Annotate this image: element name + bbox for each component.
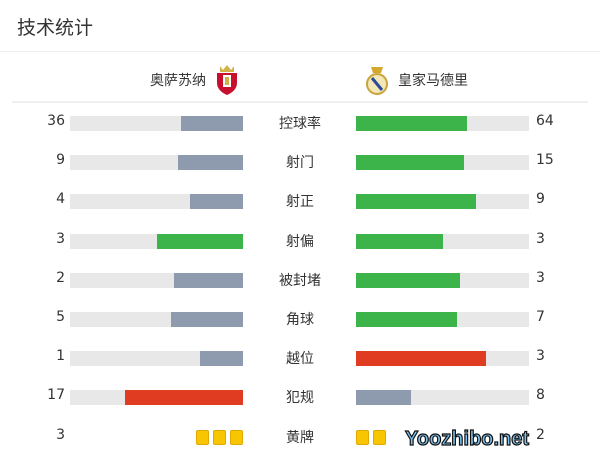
stat-label: 黄牌 xyxy=(286,430,314,446)
stat-row: 5 角球 7 xyxy=(0,309,600,329)
home-bar xyxy=(70,390,243,406)
home-yellow-cards xyxy=(192,430,243,445)
home-value: 2 xyxy=(56,269,65,286)
home-bar xyxy=(70,312,243,327)
away-bar xyxy=(356,194,529,210)
stat-label: 犯规 xyxy=(286,390,314,407)
away-bar xyxy=(356,233,529,249)
away-bar-fill xyxy=(356,155,465,171)
home-bar-fill xyxy=(173,272,243,288)
yellow-card-icon xyxy=(196,430,209,445)
away-bar xyxy=(356,390,529,406)
home-bar xyxy=(70,116,243,131)
stat-row: 3 射偏 3 xyxy=(0,231,600,251)
stat-label: 射正 xyxy=(286,194,314,211)
home-value: 3 xyxy=(56,427,65,443)
home-bar-fill xyxy=(199,351,243,367)
stat-row-yellow-cards: 3 黄牌 2 xyxy=(0,427,600,447)
yellow-card-icon xyxy=(373,430,386,445)
away-team-name: 皇家马德里 xyxy=(398,73,468,89)
yellow-card-icon xyxy=(230,430,243,445)
away-yellow-cards xyxy=(352,430,386,445)
home-value: 36 xyxy=(47,113,65,129)
away-bar-fill xyxy=(356,351,486,367)
home-value: 1 xyxy=(56,348,65,365)
yellow-card-icon xyxy=(356,430,369,445)
home-bar-fill xyxy=(178,155,243,171)
divider xyxy=(12,101,588,103)
away-bar xyxy=(356,116,529,131)
divider xyxy=(0,51,600,52)
away-value: 9 xyxy=(536,191,545,208)
home-bar-fill xyxy=(170,312,243,327)
home-bar xyxy=(70,194,243,210)
away-bar-fill xyxy=(356,116,467,131)
stat-label: 越位 xyxy=(286,351,314,368)
stat-row: 2 被封堵 3 xyxy=(0,270,600,290)
home-team-name: 奥萨苏纳 xyxy=(150,73,206,89)
stat-label: 被封堵 xyxy=(279,272,321,289)
away-value: 3 xyxy=(536,269,545,286)
stat-label: 角球 xyxy=(286,312,314,328)
home-bar xyxy=(70,233,243,249)
away-value: 8 xyxy=(536,387,545,404)
watermark: Yoozhibo.net xyxy=(404,427,530,450)
away-bar xyxy=(356,272,529,288)
stat-label: 控球率 xyxy=(279,116,321,132)
away-bar xyxy=(356,155,529,171)
away-value: 7 xyxy=(536,309,545,325)
away-value: 3 xyxy=(536,348,545,365)
yellow-card-icon xyxy=(213,430,226,445)
stat-row: 36 控球率 64 xyxy=(0,113,600,133)
away-bar-fill xyxy=(356,390,412,406)
home-bar-fill xyxy=(189,194,243,210)
away-value: 3 xyxy=(536,230,545,247)
home-value: 3 xyxy=(56,230,65,247)
away-value: 15 xyxy=(536,152,554,169)
stat-label: 射偏 xyxy=(286,233,314,250)
stat-label: 射门 xyxy=(286,155,314,172)
real-madrid-crest-icon xyxy=(366,67,388,95)
home-bar xyxy=(70,351,243,367)
page-title: 技术统计 xyxy=(17,17,94,39)
osasuna-crest-icon xyxy=(217,65,237,95)
home-value: 4 xyxy=(56,191,65,208)
stat-row: 17 犯规 8 xyxy=(0,387,600,407)
home-value: 9 xyxy=(56,152,65,169)
away-bar xyxy=(356,312,529,327)
home-value: 17 xyxy=(47,387,65,404)
away-value: 2 xyxy=(536,427,545,443)
away-bar xyxy=(356,351,529,367)
home-bar-fill xyxy=(156,233,243,249)
home-bar xyxy=(70,272,243,288)
stat-row: 1 越位 3 xyxy=(0,348,600,368)
away-bar-fill xyxy=(356,194,476,210)
stat-row: 9 射门 15 xyxy=(0,152,600,172)
home-bar xyxy=(70,155,243,171)
away-bar-fill xyxy=(356,312,457,327)
away-bar-fill xyxy=(356,272,460,288)
stat-row: 4 射正 9 xyxy=(0,191,600,211)
away-team: 皇家马德里 xyxy=(364,62,468,98)
home-bar-fill xyxy=(125,390,243,406)
home-value: 5 xyxy=(56,309,65,325)
home-team: 奥萨苏纳 xyxy=(150,62,240,98)
away-bar-fill xyxy=(356,233,443,249)
home-bar-fill xyxy=(180,116,243,131)
away-value: 64 xyxy=(536,113,554,129)
